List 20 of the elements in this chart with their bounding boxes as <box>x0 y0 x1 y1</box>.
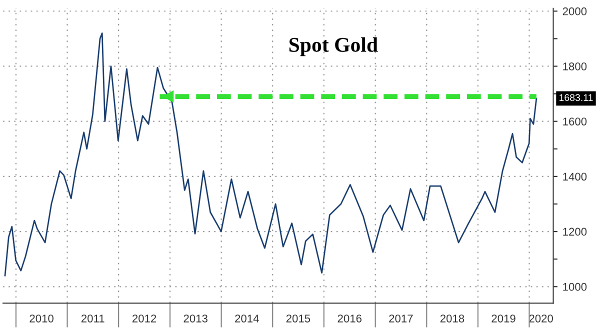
x-tick-label: 2013 <box>184 314 208 322</box>
x-tick-label: 2018 <box>440 314 464 322</box>
x-tick-label: 2017 <box>389 314 413 322</box>
y-tick-label: 1600 <box>563 118 587 126</box>
y-tick-label: 1400 <box>563 172 587 181</box>
x-tick-label: 2010 <box>30 314 54 322</box>
x-tick-label: 2020 <box>529 314 553 322</box>
y-tick-label: 1000 <box>563 282 587 291</box>
x-tick-label: 2012 <box>132 314 156 322</box>
x-tick-label: 2014 <box>235 314 259 322</box>
y-tick-label: 2000 <box>562 7 587 16</box>
x-tick-label: 2016 <box>338 314 362 322</box>
annotation: 1683.11 <box>560 94 593 102</box>
text: Spot Gold <box>289 37 378 56</box>
y-tick-label: 1800 <box>563 62 587 70</box>
line-series <box>4 32 538 276</box>
x-tick-label: 2019 <box>492 314 516 322</box>
x-tick-label: 2015 <box>286 314 310 322</box>
y-tick-label: 1200 <box>563 228 587 236</box>
x-tick-label: 2011 <box>81 314 104 322</box>
